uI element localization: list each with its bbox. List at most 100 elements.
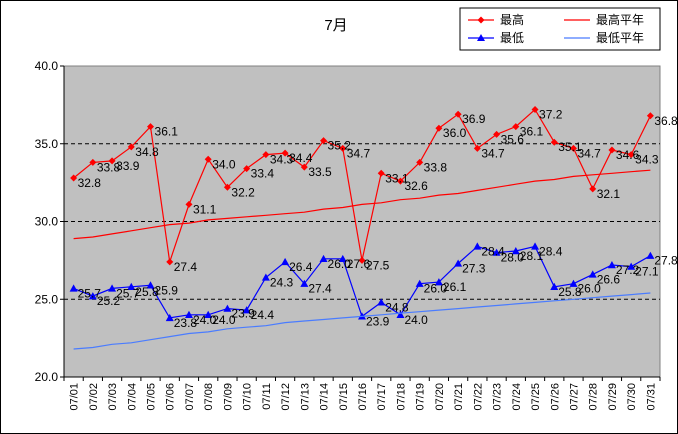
- data-label: 26.0: [328, 257, 352, 271]
- data-label: 27.8: [654, 254, 678, 268]
- data-label: 26.0: [424, 282, 448, 296]
- data-point: [146, 281, 155, 289]
- data-point: [69, 284, 78, 292]
- data-label: 33.4: [251, 167, 275, 181]
- x-tick-label: 07/25: [530, 383, 542, 411]
- data-point: [89, 158, 97, 166]
- data-point: [396, 310, 405, 318]
- x-tick-label: 07/15: [338, 383, 350, 411]
- data-label: 33.9: [116, 159, 140, 173]
- data-label: 24.8: [385, 300, 409, 314]
- data-label: 23.8: [174, 316, 198, 330]
- series-2: [73, 169, 651, 240]
- data-label: 25.9: [155, 283, 179, 297]
- data-point: [147, 123, 155, 131]
- data-label: 25.7: [116, 286, 140, 300]
- data-point: [320, 137, 328, 145]
- data-point: [319, 254, 328, 263]
- y-tick-label: 20.0: [35, 370, 59, 384]
- data-point: [608, 146, 616, 154]
- data-point: [531, 106, 539, 114]
- legend-marker: [477, 16, 485, 24]
- data-point: [281, 149, 289, 157]
- data-label: 25.8: [135, 285, 159, 299]
- x-tick-label: 07/14: [319, 383, 331, 411]
- data-point: [108, 157, 116, 165]
- data-label: 24.0: [404, 313, 428, 327]
- x-tick-label: 07/11: [261, 383, 273, 410]
- series-line: [73, 292, 651, 350]
- data-label: 34.8: [135, 145, 159, 159]
- data-label: 25.8: [558, 285, 582, 299]
- data-label: 31.1: [193, 202, 217, 216]
- y-tick-label: 30.0: [35, 215, 59, 229]
- x-tick-label: 07/10: [242, 383, 254, 411]
- x-tick-label: 07/06: [165, 383, 177, 411]
- x-tick-label: 07/07: [184, 383, 196, 411]
- x-tick-label: 07/22: [472, 383, 484, 411]
- x-tick-label: 07/01: [69, 383, 81, 411]
- data-point: [261, 273, 270, 281]
- data-point: [184, 310, 193, 318]
- data-label: 24.0: [212, 313, 236, 327]
- x-tick-label: 07/02: [88, 383, 100, 411]
- data-label: 36.0: [443, 126, 467, 140]
- data-label: 24.0: [193, 313, 217, 327]
- legend-item: 最高: [468, 12, 524, 27]
- data-point: [185, 200, 193, 208]
- data-label: 26.6: [597, 272, 621, 286]
- x-tick-label: 07/18: [395, 383, 407, 411]
- data-point: [646, 251, 655, 259]
- data-point: [434, 278, 443, 286]
- legend-box: [459, 7, 661, 51]
- data-point: [165, 313, 174, 322]
- x-axis: 07/01 07/02 07/03 07/04 07/05 07/06 07/07 07/08…: [63, 376, 661, 411]
- data-point: [454, 259, 463, 267]
- data-label: 27.6: [347, 257, 371, 271]
- data-point: [281, 257, 290, 266]
- data-label: 37.2: [539, 108, 563, 122]
- data-point: [166, 258, 174, 266]
- y-axis: 20.0 25.0 30.0 35.0 40.0: [35, 59, 65, 384]
- data-point: [396, 177, 404, 185]
- data-point: [569, 279, 578, 287]
- data-point: [377, 169, 385, 177]
- data-label: 23.9: [231, 307, 255, 321]
- x-tick-label: 07/21: [453, 383, 465, 411]
- data-point: [300, 279, 309, 287]
- data-point: [492, 248, 501, 256]
- x-tick-label: 07/28: [588, 383, 600, 411]
- data-point: [607, 261, 616, 269]
- data-point: [358, 256, 366, 264]
- data-label: 36.1: [155, 125, 179, 139]
- data-point: [108, 284, 117, 292]
- data-label: 34.6: [616, 148, 640, 162]
- data-label: 34.0: [212, 157, 236, 171]
- legend-label: 最低平年: [596, 31, 644, 45]
- data-point: [627, 262, 636, 270]
- x-tick-label: 07/31: [645, 383, 657, 411]
- data-label: 25.7: [78, 286, 102, 300]
- data-point: [493, 130, 501, 138]
- data-point: [223, 304, 232, 312]
- data-label: 27.2: [616, 263, 640, 277]
- data-point: [88, 292, 97, 300]
- grid-lines: [64, 143, 660, 300]
- data-point: [127, 143, 135, 151]
- series-layer: [69, 106, 655, 350]
- data-point: [416, 158, 424, 166]
- series-4: [73, 292, 651, 350]
- series-line: [73, 169, 651, 240]
- data-label: 26.4: [289, 260, 313, 274]
- data-point: [512, 123, 520, 131]
- x-tick-label: 07/24: [511, 383, 523, 411]
- data-label: 34.7: [481, 146, 505, 160]
- data-point: [415, 279, 424, 287]
- x-tick-label: 07/23: [492, 383, 504, 411]
- x-tick-label: 07/17: [376, 383, 388, 411]
- data-label: 32.1: [597, 187, 621, 201]
- x-tick-label: 07/09: [222, 383, 234, 411]
- x-tick-label: 07/30: [626, 383, 638, 411]
